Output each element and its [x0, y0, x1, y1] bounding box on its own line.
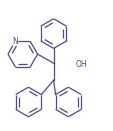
Text: OH: OH — [75, 60, 86, 69]
Text: N: N — [12, 37, 18, 46]
